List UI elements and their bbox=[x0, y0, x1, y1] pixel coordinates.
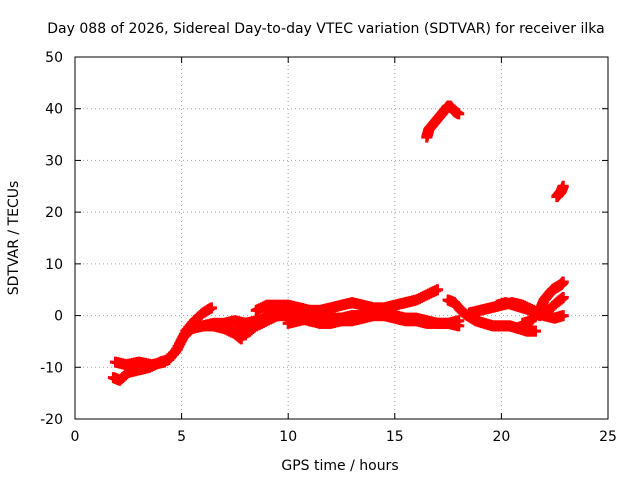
plot-frame bbox=[74, 56, 609, 420]
y-axis: -20 -10 0 10 20 30 40 50 bbox=[40, 50, 608, 428]
data-point bbox=[557, 180, 569, 192]
y-tick-label: 0 bbox=[54, 309, 63, 325]
data-point bbox=[557, 276, 569, 288]
y-axis-label: SDTVAR / TECUs bbox=[6, 181, 22, 296]
data-point bbox=[557, 310, 569, 322]
y-tick-label: -20 bbox=[40, 412, 63, 428]
series-track-1 bbox=[107, 302, 217, 386]
x-tick-label: 15 bbox=[386, 429, 404, 445]
data-point bbox=[453, 320, 465, 332]
chart-title: Day 088 of 2026, Sidereal Day-to-day VTE… bbox=[47, 21, 604, 37]
series-track-6 bbox=[250, 284, 443, 316]
y-tick-label: 40 bbox=[45, 102, 63, 118]
data-points bbox=[107, 100, 569, 386]
x-axis: 0 5 10 15 20 25 bbox=[71, 57, 617, 445]
x-tick-label: 5 bbox=[177, 429, 186, 445]
y-tick-label: 20 bbox=[45, 205, 63, 221]
data-point bbox=[431, 284, 443, 296]
data-point bbox=[205, 302, 217, 314]
data-point bbox=[530, 325, 542, 337]
grid-lines bbox=[75, 57, 608, 419]
series-track-13 bbox=[551, 180, 569, 203]
y-tick-label: 50 bbox=[45, 50, 63, 66]
x-axis-label: GPS time / hours bbox=[281, 458, 398, 474]
x-tick-label: 25 bbox=[599, 429, 617, 445]
x-tick-label: 10 bbox=[279, 429, 297, 445]
data-point bbox=[453, 108, 465, 120]
series-track-7 bbox=[282, 307, 465, 332]
y-tick-label: 30 bbox=[45, 153, 63, 169]
x-tick-label: 20 bbox=[492, 429, 510, 445]
data-point bbox=[557, 291, 569, 303]
y-tick-label: -10 bbox=[40, 360, 63, 376]
series-track-2 bbox=[110, 320, 247, 371]
series-track-12 bbox=[421, 100, 465, 143]
y-tick-label: 10 bbox=[45, 257, 63, 273]
x-tick-label: 0 bbox=[71, 429, 80, 445]
series-track-11 bbox=[517, 276, 569, 329]
